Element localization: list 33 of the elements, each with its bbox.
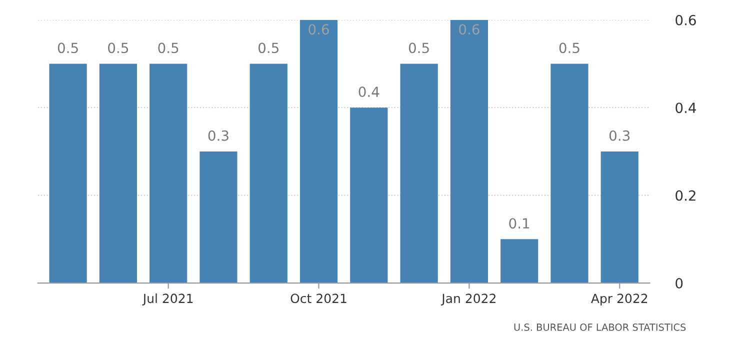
x-tick-label: Jul 2021 (142, 293, 193, 306)
bar (99, 64, 137, 284)
y-tick-label: 0.4 (676, 102, 696, 114)
bar (450, 20, 488, 284)
bar (150, 64, 188, 284)
bar (500, 239, 538, 284)
x-tick-label: Jan 2022 (441, 294, 496, 306)
data-label: 0.5 (158, 42, 178, 54)
data-label: 0.5 (58, 42, 78, 54)
bar (250, 64, 288, 284)
bar (300, 20, 338, 284)
y-tick-label: 0.2 (676, 190, 696, 201)
bar (600, 151, 638, 284)
data-label: 0.5 (408, 42, 429, 54)
data-label: 0.5 (108, 42, 128, 54)
bar (350, 108, 388, 284)
data-label: 0.4 (358, 86, 380, 98)
data-label: 0.3 (208, 130, 228, 141)
bar (550, 64, 588, 284)
data-label: 0.1 (509, 218, 530, 229)
bar (400, 64, 438, 284)
bar (49, 64, 87, 284)
data-label: 0.5 (258, 42, 278, 54)
data-label: 0.3 (609, 130, 630, 141)
data-label: 0.6 (308, 24, 329, 35)
bar (200, 151, 238, 284)
data-label: 0.5 (559, 42, 580, 54)
x-tick-label: Apr 2022 (591, 294, 648, 306)
y-tick-label: 0.6 (676, 14, 696, 26)
data-label: 0.6 (459, 24, 480, 35)
y-tick-label: 0 (676, 278, 683, 289)
x-tick-label: Oct 2021 (290, 294, 346, 304)
text: U.S. BUREAU OF LABOR STATISTICS (514, 324, 686, 331)
